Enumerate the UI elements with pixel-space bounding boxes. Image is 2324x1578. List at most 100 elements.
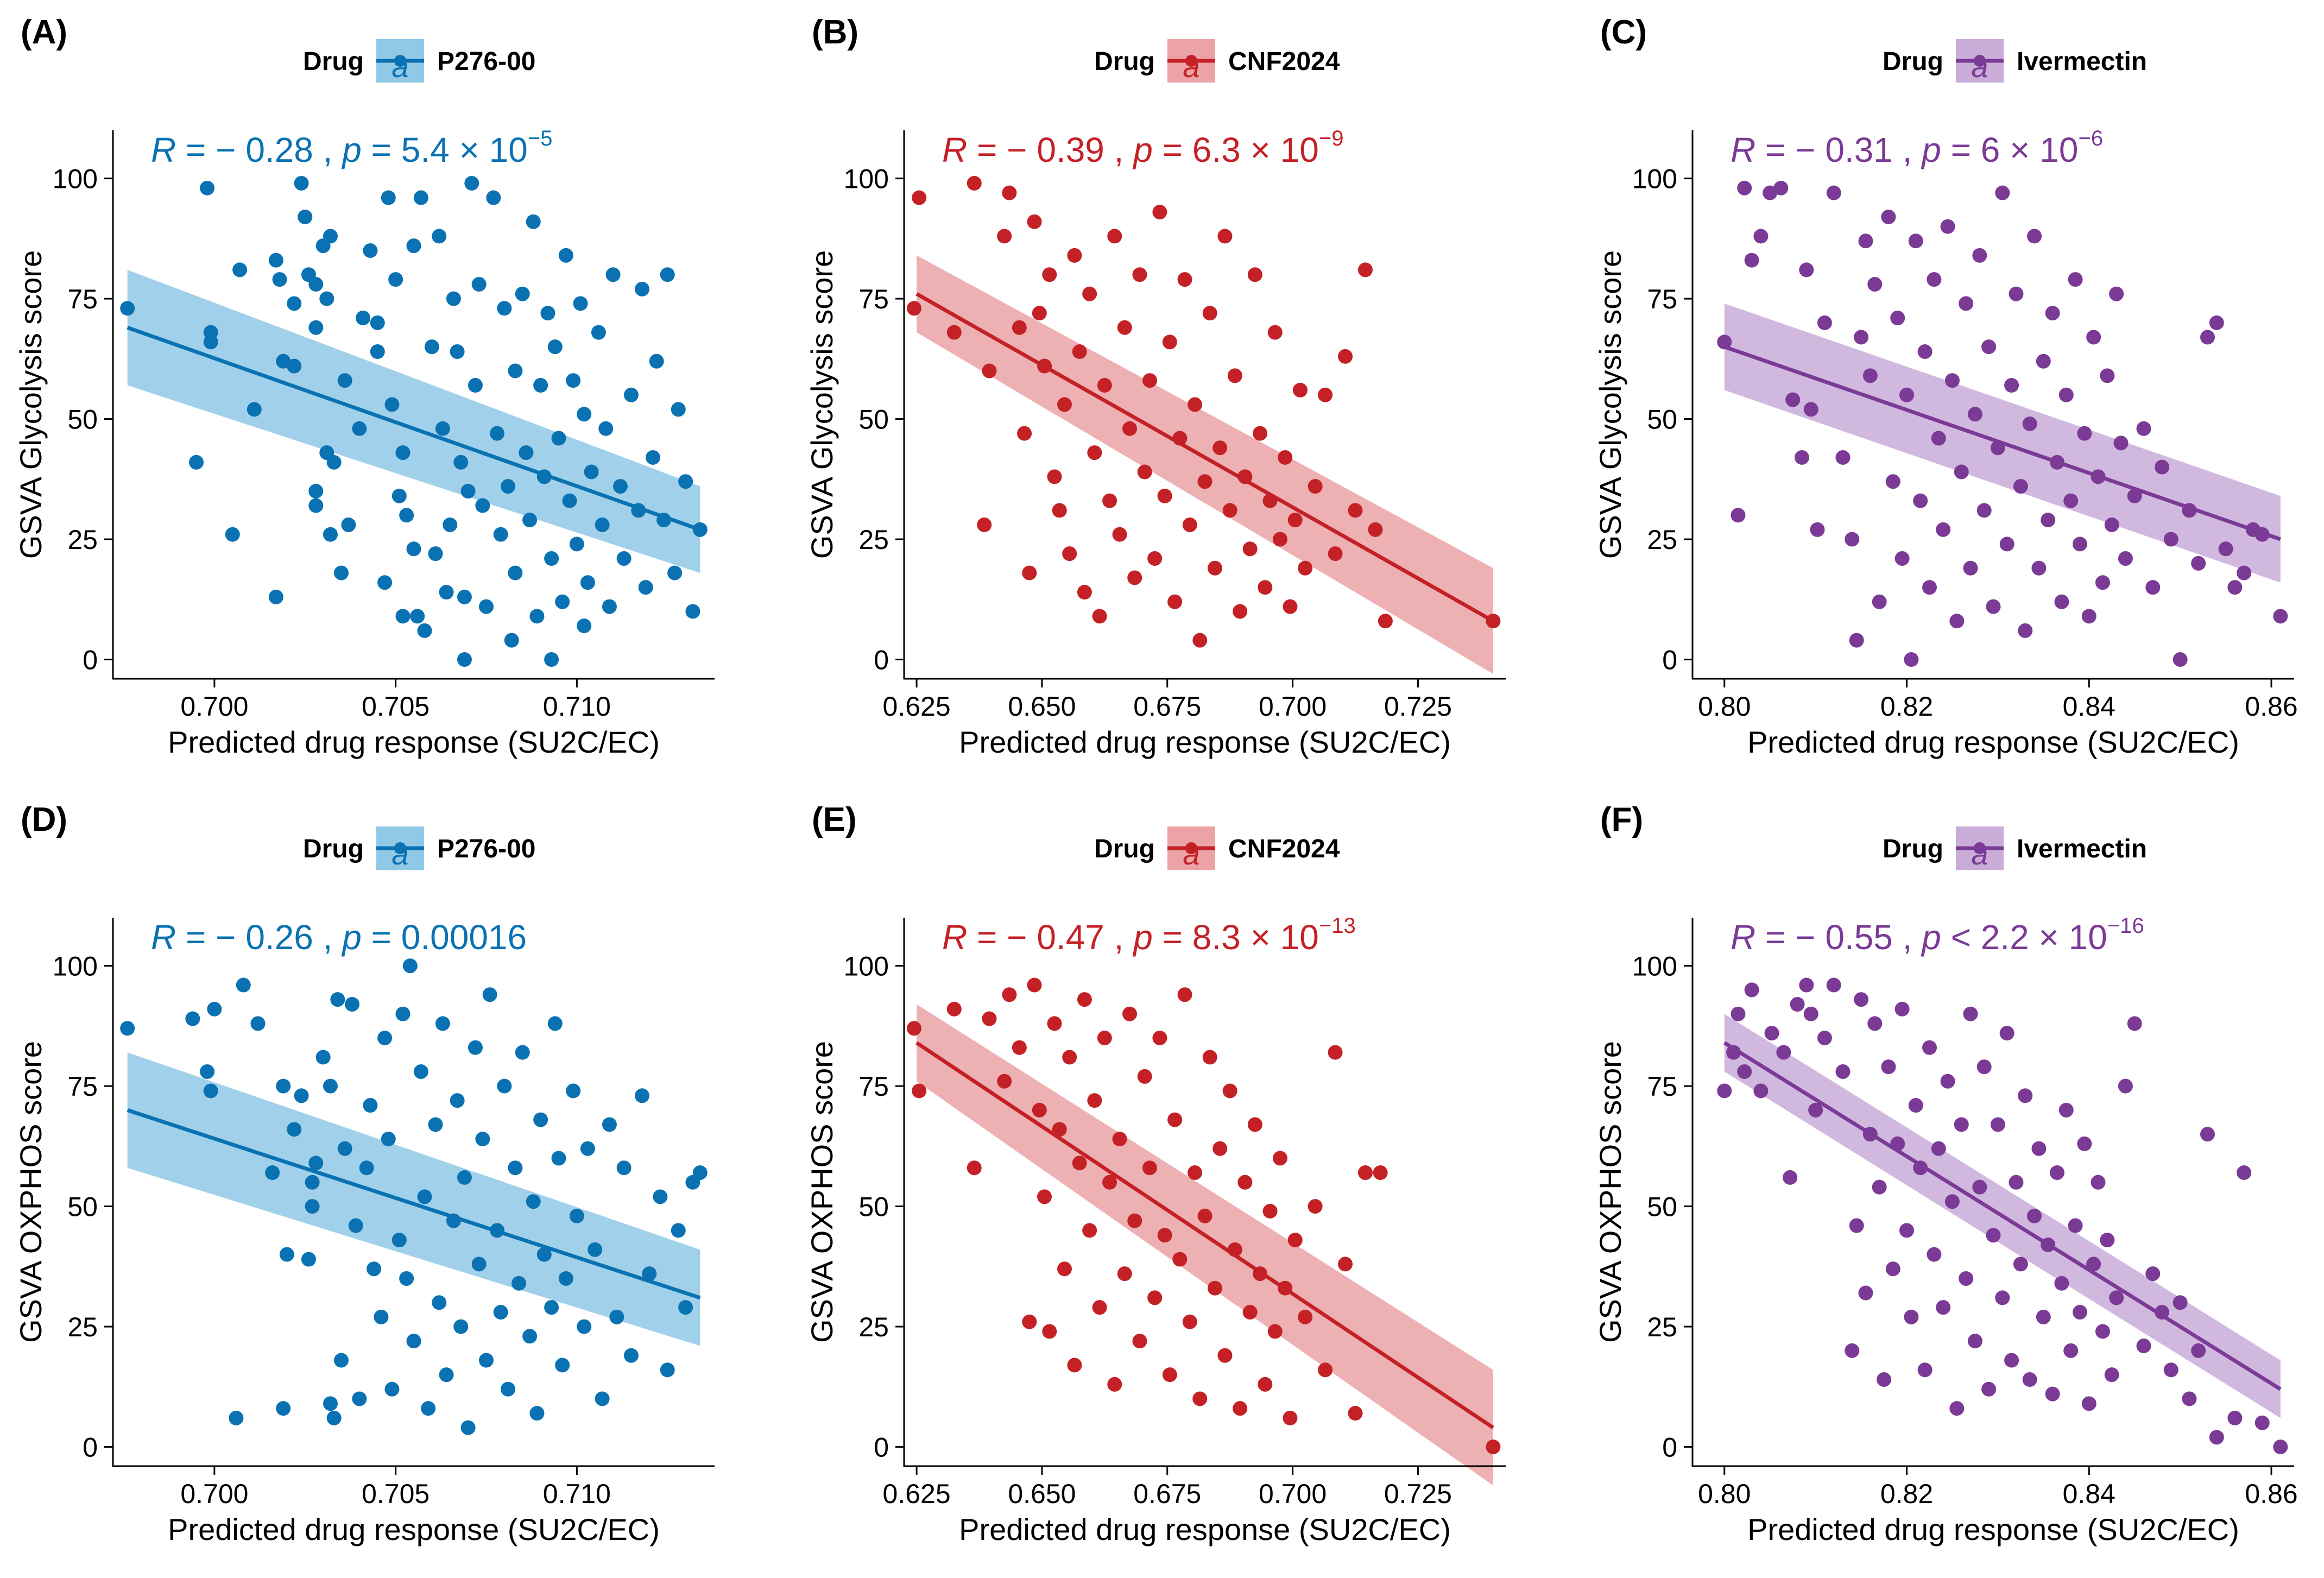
x-axis-title: Predicted drug response (SU2C/EC) (1747, 725, 2239, 759)
data-point (1227, 368, 1242, 383)
data-point (337, 373, 352, 388)
stat-p-exponent: −16 (2107, 914, 2144, 938)
data-point (1132, 1334, 1147, 1349)
data-point (464, 175, 479, 191)
legend-title: Drug (303, 835, 364, 863)
data-point (384, 397, 400, 412)
data-point (1803, 1006, 1818, 1021)
data-point (1862, 368, 1878, 383)
data-point (2072, 536, 2087, 552)
data-point (2054, 594, 2069, 609)
data-point (200, 180, 215, 195)
data-point (2145, 1266, 2161, 1282)
stat-p-value: = 8.3 × 10 (1153, 918, 1319, 957)
data-point (1152, 205, 1167, 220)
stat-r-symbol: R (151, 130, 176, 169)
data-point (1267, 325, 1283, 340)
y-axis-title: GSVA Glycolysis score (805, 250, 839, 559)
legend-key-glyph: a (391, 837, 408, 871)
data-point (435, 1016, 450, 1031)
data-point (406, 1334, 421, 1349)
data-point (1976, 503, 1992, 518)
legend-drug-label: CNF2024 (1228, 47, 1340, 76)
data-point (1207, 1280, 1222, 1296)
data-point (562, 493, 577, 508)
y-tick-label: 25 (1647, 525, 1677, 555)
data-point (547, 339, 563, 355)
data-point (519, 445, 534, 460)
data-point (1202, 306, 1217, 321)
data-point (522, 513, 538, 528)
stat-r-value: = − 0.47 , (967, 918, 1133, 957)
data-point (1202, 1050, 1217, 1065)
data-point (497, 1078, 512, 1094)
data-point (308, 1156, 324, 1171)
x-tick-label: 0.675 (1133, 1479, 1201, 1509)
data-point (660, 1362, 675, 1378)
data-point (203, 325, 218, 340)
data-point (1278, 450, 1293, 465)
regression-line (915, 1041, 1494, 1430)
data-point (1212, 440, 1228, 456)
y-tick-label: 0 (83, 1432, 98, 1463)
data-point (1959, 296, 1974, 311)
data-point (501, 1381, 516, 1397)
data-point (1922, 1040, 1937, 1055)
stat-r-value: = − 0.39 , (967, 130, 1133, 169)
data-point (384, 1381, 400, 1397)
data-point (508, 565, 523, 580)
data-point (1027, 214, 1042, 229)
data-point (1132, 267, 1147, 282)
data-point (1283, 1410, 1298, 1425)
data-point (2118, 551, 2133, 566)
data-point (1072, 344, 1087, 359)
y-tick-label: 25 (858, 1312, 889, 1342)
data-point (247, 402, 262, 417)
data-point (623, 1348, 639, 1363)
x-tick-label: 0.625 (883, 1479, 951, 1509)
data-point (1368, 522, 1383, 537)
data-point (508, 1160, 523, 1176)
x-tick-label: 0.700 (1259, 691, 1327, 722)
data-point (1913, 493, 1928, 508)
data-point (609, 1309, 624, 1324)
y-tick-label: 100 (1632, 164, 1677, 194)
data-point (2022, 416, 2037, 431)
data-point (1233, 1401, 1248, 1416)
data-point (1167, 594, 1183, 609)
x-tick-label: 0.710 (543, 1479, 611, 1509)
data-point (2163, 532, 2178, 547)
data-point (450, 344, 465, 359)
data-point (1047, 1016, 1062, 1031)
data-point (1047, 469, 1062, 484)
stat-p-symbol: p (1132, 130, 1153, 169)
y-tick-label: 50 (67, 405, 98, 435)
data-point (1753, 229, 1769, 244)
data-point (2031, 1141, 2047, 1156)
regression-line (1723, 1041, 2282, 1391)
data-point (533, 1112, 548, 1127)
data-point (395, 445, 411, 460)
data-point (471, 1257, 487, 1272)
y-axis-title: GSVA OXPHOS score (805, 1041, 839, 1343)
data-point (1092, 1300, 1107, 1315)
stat-annotation: R = − 0.26 , p = 0.00016 (151, 918, 527, 957)
data-point (232, 262, 248, 277)
data-point (1022, 565, 1037, 580)
data-point (577, 407, 592, 422)
data-point (1042, 1324, 1057, 1339)
data-point (1976, 1059, 1992, 1075)
data-point (1877, 1372, 1892, 1387)
data-point (1207, 560, 1222, 576)
legend-key-point (394, 55, 406, 67)
data-point (308, 483, 324, 498)
data-point (533, 378, 548, 393)
data-point (1102, 1175, 1117, 1190)
legend-key-glyph: a (1971, 837, 1988, 871)
scatter-points (120, 958, 708, 1435)
data-point (2009, 286, 2024, 301)
y-tick-label: 25 (67, 1312, 98, 1342)
data-point (598, 421, 614, 436)
data-point (424, 339, 439, 355)
data-point (486, 190, 501, 205)
